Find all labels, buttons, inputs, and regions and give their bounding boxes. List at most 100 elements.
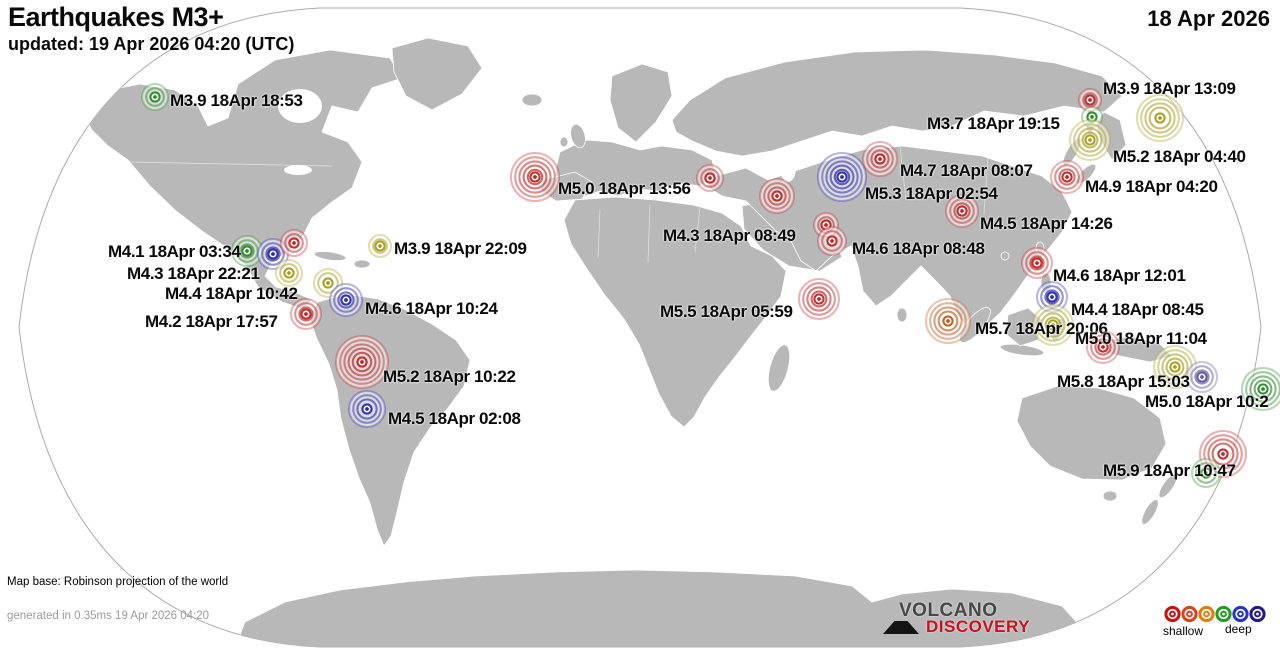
quake-label[interactable]: M4.1 18Apr 03:34 <box>108 242 241 261</box>
island-madagascar <box>767 344 791 392</box>
island-iceland <box>521 93 543 107</box>
continent-australia <box>1016 385 1167 481</box>
quake-marker-red[interactable] <box>758 177 796 220</box>
quake-marker-yellow[interactable] <box>1152 344 1198 395</box>
border-line <box>597 209 601 259</box>
quake-marker-green[interactable] <box>230 234 264 273</box>
logo-word-discovery: DISCOVERY <box>926 617 1031 636</box>
island-borneo <box>1005 307 1043 347</box>
quake-marker-red[interactable] <box>1049 159 1085 200</box>
quake-marker-red[interactable] <box>1020 246 1054 285</box>
island-cuba <box>313 251 347 261</box>
island-tasmania <box>1102 490 1118 502</box>
region-siberia <box>671 49 1123 157</box>
quake-marker-red[interactable] <box>816 225 848 262</box>
region-scandinavia <box>609 63 673 143</box>
depth-legend-circle <box>1214 605 1233 623</box>
quake-label[interactable]: M4.5 18Apr 14:26 <box>980 214 1113 233</box>
legend-shallow-label: shallow <box>1163 624 1204 638</box>
quake-marker-yellow[interactable] <box>367 233 393 264</box>
quake-label[interactable]: M4.4 18Apr 08:45 <box>1071 300 1204 319</box>
island-ireland <box>559 136 569 148</box>
quake-label[interactable]: M4.6 18Apr 10:24 <box>365 299 498 318</box>
quake-marker-green[interactable] <box>140 82 170 117</box>
quake-label[interactable]: M4.2 18Apr 17:57 <box>145 312 278 331</box>
quake-label[interactable]: M4.6 18Apr 12:01 <box>1053 266 1186 285</box>
depth-legend-circle <box>1197 605 1216 623</box>
quake-label[interactable]: M3.7 18Apr 19:15 <box>927 114 1060 133</box>
quake-marker-red[interactable] <box>509 151 561 208</box>
border-line <box>127 161 333 167</box>
quake-marker-red[interactable] <box>1085 329 1121 370</box>
border-line <box>899 145 907 201</box>
quake-label[interactable]: M5.8 18Apr 15:03 <box>1057 372 1190 391</box>
quake-marker-red[interactable] <box>1198 429 1248 484</box>
island-greenland <box>391 37 483 111</box>
quake-label[interactable]: M3.9 18Apr 13:09 <box>1103 79 1236 98</box>
quake-label[interactable]: M5.3 18Apr 02:54 <box>865 184 998 203</box>
depth-legend: shallow deep <box>1163 605 1275 647</box>
updated-timestamp: updated: 19 Apr 2026 04:20 (UTC) <box>8 34 295 54</box>
quake-marker-yellow[interactable] <box>274 258 304 293</box>
quake-label[interactable]: M4.9 18Apr 04:20 <box>1085 177 1218 196</box>
quake-label[interactable]: M5.5 18Apr 05:59 <box>660 302 793 321</box>
border-line <box>694 207 701 253</box>
quake-marker-blue[interactable] <box>816 151 868 208</box>
quake-label[interactable]: M4.6 18Apr 08:48 <box>852 239 985 258</box>
quake-marker-orange[interactable] <box>924 297 972 350</box>
depth-legend-circle <box>1248 605 1267 623</box>
quake-marker-red[interactable] <box>334 334 390 395</box>
quake-label[interactable]: M5.2 18Apr 10:22 <box>383 367 516 386</box>
quake-marker-red[interactable] <box>797 277 841 326</box>
continent-africa <box>563 196 787 428</box>
quake-marker-red[interactable] <box>944 193 980 234</box>
border-line <box>647 204 651 263</box>
map-base-note: Map base: Robinson projection of the wor… <box>7 576 229 588</box>
island-new-zealand-north <box>1158 473 1178 499</box>
island-hispaniola <box>353 259 371 269</box>
caspian-sea <box>780 154 796 182</box>
quake-label[interactable]: M4.3 18Apr 22:21 <box>127 264 260 283</box>
continent-antarctica <box>229 569 1089 647</box>
quake-label[interactable]: M5.0 18Apr 11:04 <box>1075 329 1207 348</box>
logo-word-volcano: VOLCANO <box>899 600 998 621</box>
quake-marker-purple[interactable] <box>1185 360 1219 399</box>
page-title: Earthquakes M3+ <box>8 2 224 32</box>
depth-legend-circle <box>1180 605 1199 623</box>
depth-legend-circle <box>1163 605 1182 623</box>
quake-label[interactable]: M3.9 18Apr 18:53 <box>170 91 303 110</box>
quake-label[interactable]: M4.4 18Apr 10:42 <box>165 284 298 303</box>
quake-label[interactable]: M5.0 18Apr 13:56 <box>558 179 691 198</box>
volcano-icon <box>883 621 919 634</box>
quake-label[interactable]: M4.5 18Apr 02:08 <box>388 409 521 428</box>
quake-marker-blue[interactable] <box>1035 280 1069 319</box>
legend-deep-label: deep <box>1225 622 1252 636</box>
map-date: 18 Apr 2026 <box>1147 6 1270 31</box>
depth-legend-circle <box>1231 605 1250 623</box>
quake-marker-green[interactable] <box>1240 366 1280 417</box>
great-lakes <box>284 165 312 175</box>
quake-label[interactable]: M4.3 18Apr 08:49 <box>663 226 796 245</box>
volcano-discovery-logo[interactable]: VOLCANO DISCOVERY <box>883 600 1043 640</box>
quake-label[interactable]: M4.7 18Apr 08:07 <box>900 161 1033 180</box>
quake-marker-blue[interactable] <box>328 282 364 323</box>
quake-label[interactable]: M3.9 18Apr 22:09 <box>394 239 527 258</box>
island-new-zealand-south <box>1141 499 1159 525</box>
island-hainan <box>1000 251 1010 261</box>
quake-marker-yellow[interactable] <box>1068 118 1112 167</box>
quake-marker-red[interactable] <box>861 140 899 183</box>
island-sri-lanka <box>896 307 908 323</box>
quake-label[interactable]: M5.7 18Apr 20:06 <box>975 319 1108 338</box>
quake-marker-yellow[interactable] <box>1135 93 1185 148</box>
quake-marker-red[interactable] <box>695 163 725 198</box>
quake-marker-blue[interactable] <box>347 389 387 434</box>
generated-note: generated in 0.35ms 19 Apr 2026 04:20 <box>7 610 210 622</box>
quake-label[interactable]: M5.0 18Apr 10:2 <box>1145 392 1269 411</box>
quake-marker-yellow[interactable] <box>1031 303 1075 352</box>
quake-marker-green[interactable] <box>1190 457 1222 494</box>
quake-marker-red[interactable] <box>279 228 309 263</box>
quake-label[interactable]: M5.2 18Apr 04:40 <box>1113 147 1246 166</box>
quake-marker-red[interactable] <box>289 297 323 336</box>
quake-label[interactable]: M5.9 18Apr 10:47 <box>1103 461 1236 480</box>
